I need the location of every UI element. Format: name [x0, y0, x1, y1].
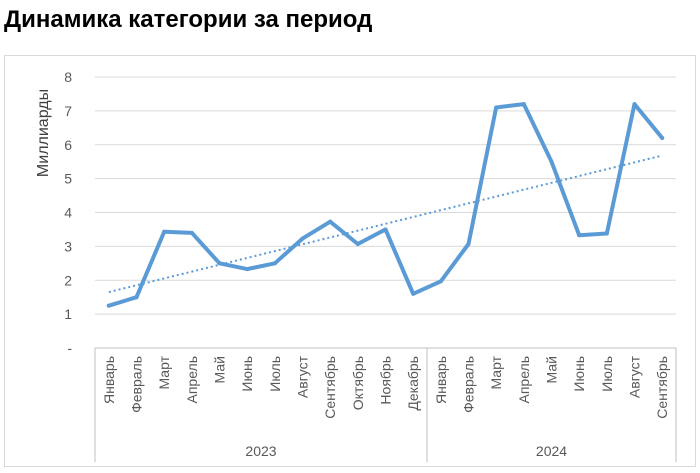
x-tick-label: Май	[212, 356, 228, 383]
trendline	[108, 154, 663, 294]
y-tick-label: 5	[64, 171, 72, 187]
data-point	[245, 267, 250, 272]
data-point	[466, 242, 471, 247]
data-point	[549, 159, 554, 164]
data-point	[604, 231, 609, 236]
trendline-line	[108, 154, 663, 294]
y-tick-label: 7	[64, 103, 72, 119]
x-tick-label: Февраль	[129, 356, 145, 413]
data-point	[577, 233, 582, 238]
x-tick-label: Февраль	[461, 356, 477, 413]
x-tick-label: Июнь	[571, 356, 587, 392]
x-tick-label: Апрель	[516, 356, 532, 404]
data-point	[411, 291, 416, 296]
y-tick-label: 3	[64, 238, 72, 254]
x-tick-labels: 2023 2024 Январь Февраль Март Апрель Май Июнь Ию…	[101, 355, 670, 459]
x-tick-label: Август	[295, 355, 311, 398]
series	[106, 102, 665, 308]
y-tick-label: 6	[64, 137, 72, 153]
group-label: 2024	[536, 443, 567, 459]
x-tick-label: Ноябрь	[378, 356, 394, 405]
y-tick-label: 8	[64, 69, 72, 85]
data-point	[438, 279, 443, 284]
data-point	[521, 102, 526, 107]
series-line	[106, 102, 665, 308]
x-tick-label: Август	[627, 355, 643, 398]
y-tick-label: 2	[64, 272, 72, 288]
y-tick-labels: - 1 2 3 4 5 6 7 8	[64, 69, 72, 356]
data-point	[189, 230, 194, 235]
y-tick-label: 1	[64, 306, 72, 322]
data-point	[355, 242, 360, 247]
group-label: 2023	[245, 443, 276, 459]
x-tick-label: Декабрь	[405, 356, 421, 411]
axes	[94, 347, 677, 462]
data-point	[494, 105, 499, 110]
x-tick-label: Март	[488, 355, 504, 389]
data-point	[632, 102, 637, 107]
data-point	[272, 261, 277, 266]
data-point	[134, 295, 139, 300]
page-title: Динамика категории за период	[4, 6, 373, 33]
x-tick-label: Сентябрь	[322, 356, 338, 419]
data-point	[660, 135, 665, 140]
x-tick-label: Март	[156, 355, 172, 389]
x-tick-label: Сентябрь	[654, 356, 670, 419]
gridlines	[95, 76, 676, 349]
x-tick-label: Октябрь	[350, 356, 366, 410]
y-tick-label: -	[67, 340, 72, 356]
x-tick-label: Апрель	[184, 356, 200, 404]
data-point	[383, 227, 388, 232]
y-tick-label: 4	[64, 205, 72, 221]
data-point	[328, 219, 333, 224]
x-tick-label: Июль	[599, 356, 615, 392]
x-tick-label: Май	[544, 356, 560, 383]
chart-frame	[4, 55, 696, 467]
data-point	[300, 236, 305, 241]
data-point	[217, 261, 222, 266]
x-tick-label: Июнь	[239, 356, 255, 392]
y-axis-label: Миллиарды	[35, 89, 52, 177]
data-point	[106, 303, 111, 308]
x-tick-label: Январь	[101, 356, 117, 404]
x-tick-label: Июль	[267, 356, 283, 392]
data-point	[162, 229, 167, 234]
x-tick-label: Январь	[433, 356, 449, 404]
